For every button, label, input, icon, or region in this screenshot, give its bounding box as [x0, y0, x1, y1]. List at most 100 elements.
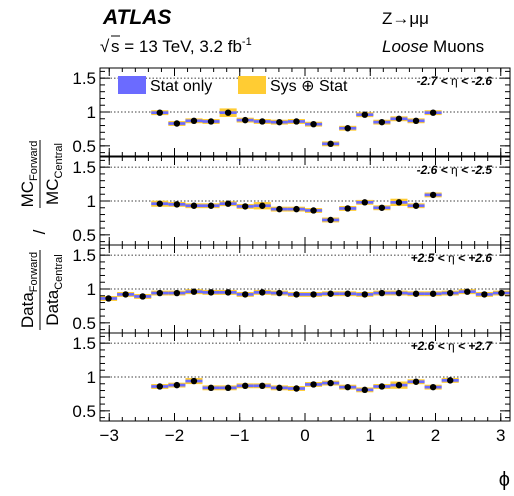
data-point	[173, 201, 181, 208]
y-label-data-sub: Forward	[28, 252, 40, 292]
data-point	[412, 290, 420, 297]
data-point	[344, 125, 351, 132]
data-point	[498, 289, 505, 297]
data-point	[361, 111, 368, 118]
data-point	[361, 291, 368, 298]
y-tick-label: 1	[87, 280, 96, 299]
panels: 0.5 1 1.5 -2.7 < η < -2.6 0.5 1 1.5 -2.6 < η < …	[72, 67, 511, 422]
x-tick-label: −1	[230, 426, 249, 445]
data-point	[344, 383, 351, 391]
data-point	[310, 120, 317, 128]
process-label: Z→μμ	[382, 9, 429, 28]
x-tick-label: 1	[366, 426, 375, 445]
data-point	[276, 289, 283, 297]
data-point	[395, 381, 403, 389]
legend-sys-label: Sys ⊕ Stat	[270, 78, 348, 95]
data-point	[310, 207, 317, 214]
y-tick-label: 1.5	[72, 158, 96, 177]
y-label-mc-den-sub: Central	[53, 143, 65, 178]
energy-prefix: s	[111, 37, 120, 56]
eta-range-label: -2.6 < η < -2.5	[417, 163, 493, 177]
data-point	[429, 383, 437, 391]
data-point	[242, 203, 249, 210]
data-point	[139, 293, 146, 300]
data-point	[327, 140, 334, 148]
data-point	[361, 199, 368, 206]
data-point	[276, 118, 283, 126]
data-point	[190, 377, 198, 385]
data-point	[207, 384, 215, 392]
y-label-data-main: Data	[18, 292, 37, 328]
data-point	[156, 200, 163, 207]
data-point	[259, 289, 266, 296]
data-point	[156, 289, 163, 297]
y-tick-label: 0.5	[72, 314, 96, 333]
data-point	[207, 289, 215, 296]
data-point	[361, 386, 368, 394]
data-point	[259, 202, 266, 209]
experiment-label: ATLAS	[102, 6, 171, 29]
data-point	[190, 288, 198, 295]
y-label-data-den-main: Data	[43, 289, 62, 325]
data-point	[173, 289, 181, 297]
legend: Stat only Sys ⊕ Stat	[118, 76, 348, 95]
data-point	[224, 200, 232, 207]
lumi-exponent: -1	[242, 36, 252, 48]
energy-rest: = 13 TeV, 3.2 fb	[120, 37, 242, 56]
panel-1: 0.5 1 1.5 -2.7 < η < -2.6	[72, 67, 511, 157]
y-tick-label: 1.5	[72, 334, 96, 353]
y-tick-label: 0.5	[72, 137, 96, 156]
data-point	[395, 289, 403, 297]
data-point	[207, 202, 215, 209]
eta-range-label: +2.5 < η < +2.6	[411, 251, 493, 265]
sqrt-s-symbol: √	[100, 37, 110, 56]
data-point	[395, 115, 403, 122]
data-point	[378, 204, 386, 211]
legend-stat-swatch	[118, 76, 146, 94]
panel-4: 0.5 1 1.5 +2.6 < η < +2.7	[72, 332, 511, 422]
y-tick-label: 1.5	[72, 69, 96, 88]
data-point	[327, 216, 334, 224]
data-point	[156, 109, 163, 116]
selection-label: Loose Muons	[382, 37, 484, 56]
data-point	[156, 383, 163, 390]
x-tick-label: −3	[100, 426, 119, 445]
x-axis-label: ϕ	[499, 469, 510, 491]
selection-italic: Loose	[382, 37, 428, 56]
y-label-slash: /	[30, 229, 49, 234]
data-point	[276, 205, 283, 213]
x-tick-label: 3	[496, 426, 505, 445]
svg-text:DataForward: DataForward	[18, 252, 40, 328]
data-point	[412, 117, 420, 125]
svg-text:MCForward: MCForward	[18, 141, 40, 208]
data-point	[429, 290, 437, 297]
x-tick-labels: −3 −2 −1 0 1 2 3	[100, 426, 506, 445]
y-tick-label: 0.5	[72, 402, 96, 421]
data-point	[276, 384, 283, 392]
data-point	[224, 384, 232, 392]
data-point	[412, 378, 420, 385]
data-point	[327, 290, 334, 297]
data-point	[395, 199, 403, 206]
process-z: Z	[382, 9, 392, 28]
data-point	[378, 289, 386, 297]
data-point	[173, 120, 181, 127]
data-point	[378, 383, 386, 390]
svg-text:DataCentral: DataCentral	[43, 254, 65, 325]
y-label-mc-den-main: MC	[43, 179, 62, 205]
y-axis-label: DataForward DataCentral / MCForward MCCe…	[18, 140, 65, 330]
data-point	[293, 118, 300, 125]
data-point	[429, 191, 437, 199]
data-point	[190, 202, 198, 209]
panel-3: 0.5 1 1.5 +2.5 < η < +2.6	[72, 244, 511, 334]
data-point	[242, 382, 249, 389]
energy-lumi-label: √ s = 13 TeV, 3.2 fb-1	[100, 35, 252, 56]
data-point	[310, 291, 317, 298]
y-tick-label: 0.5	[72, 226, 96, 245]
data-point	[429, 109, 437, 116]
data-point	[344, 205, 351, 212]
x-tick-label: 0	[300, 426, 309, 445]
data-point	[447, 289, 454, 297]
data-point	[242, 291, 249, 298]
svg-text:s = 13 TeV, 3.2 fb-1: s = 13 TeV, 3.2 fb-1	[111, 36, 252, 56]
